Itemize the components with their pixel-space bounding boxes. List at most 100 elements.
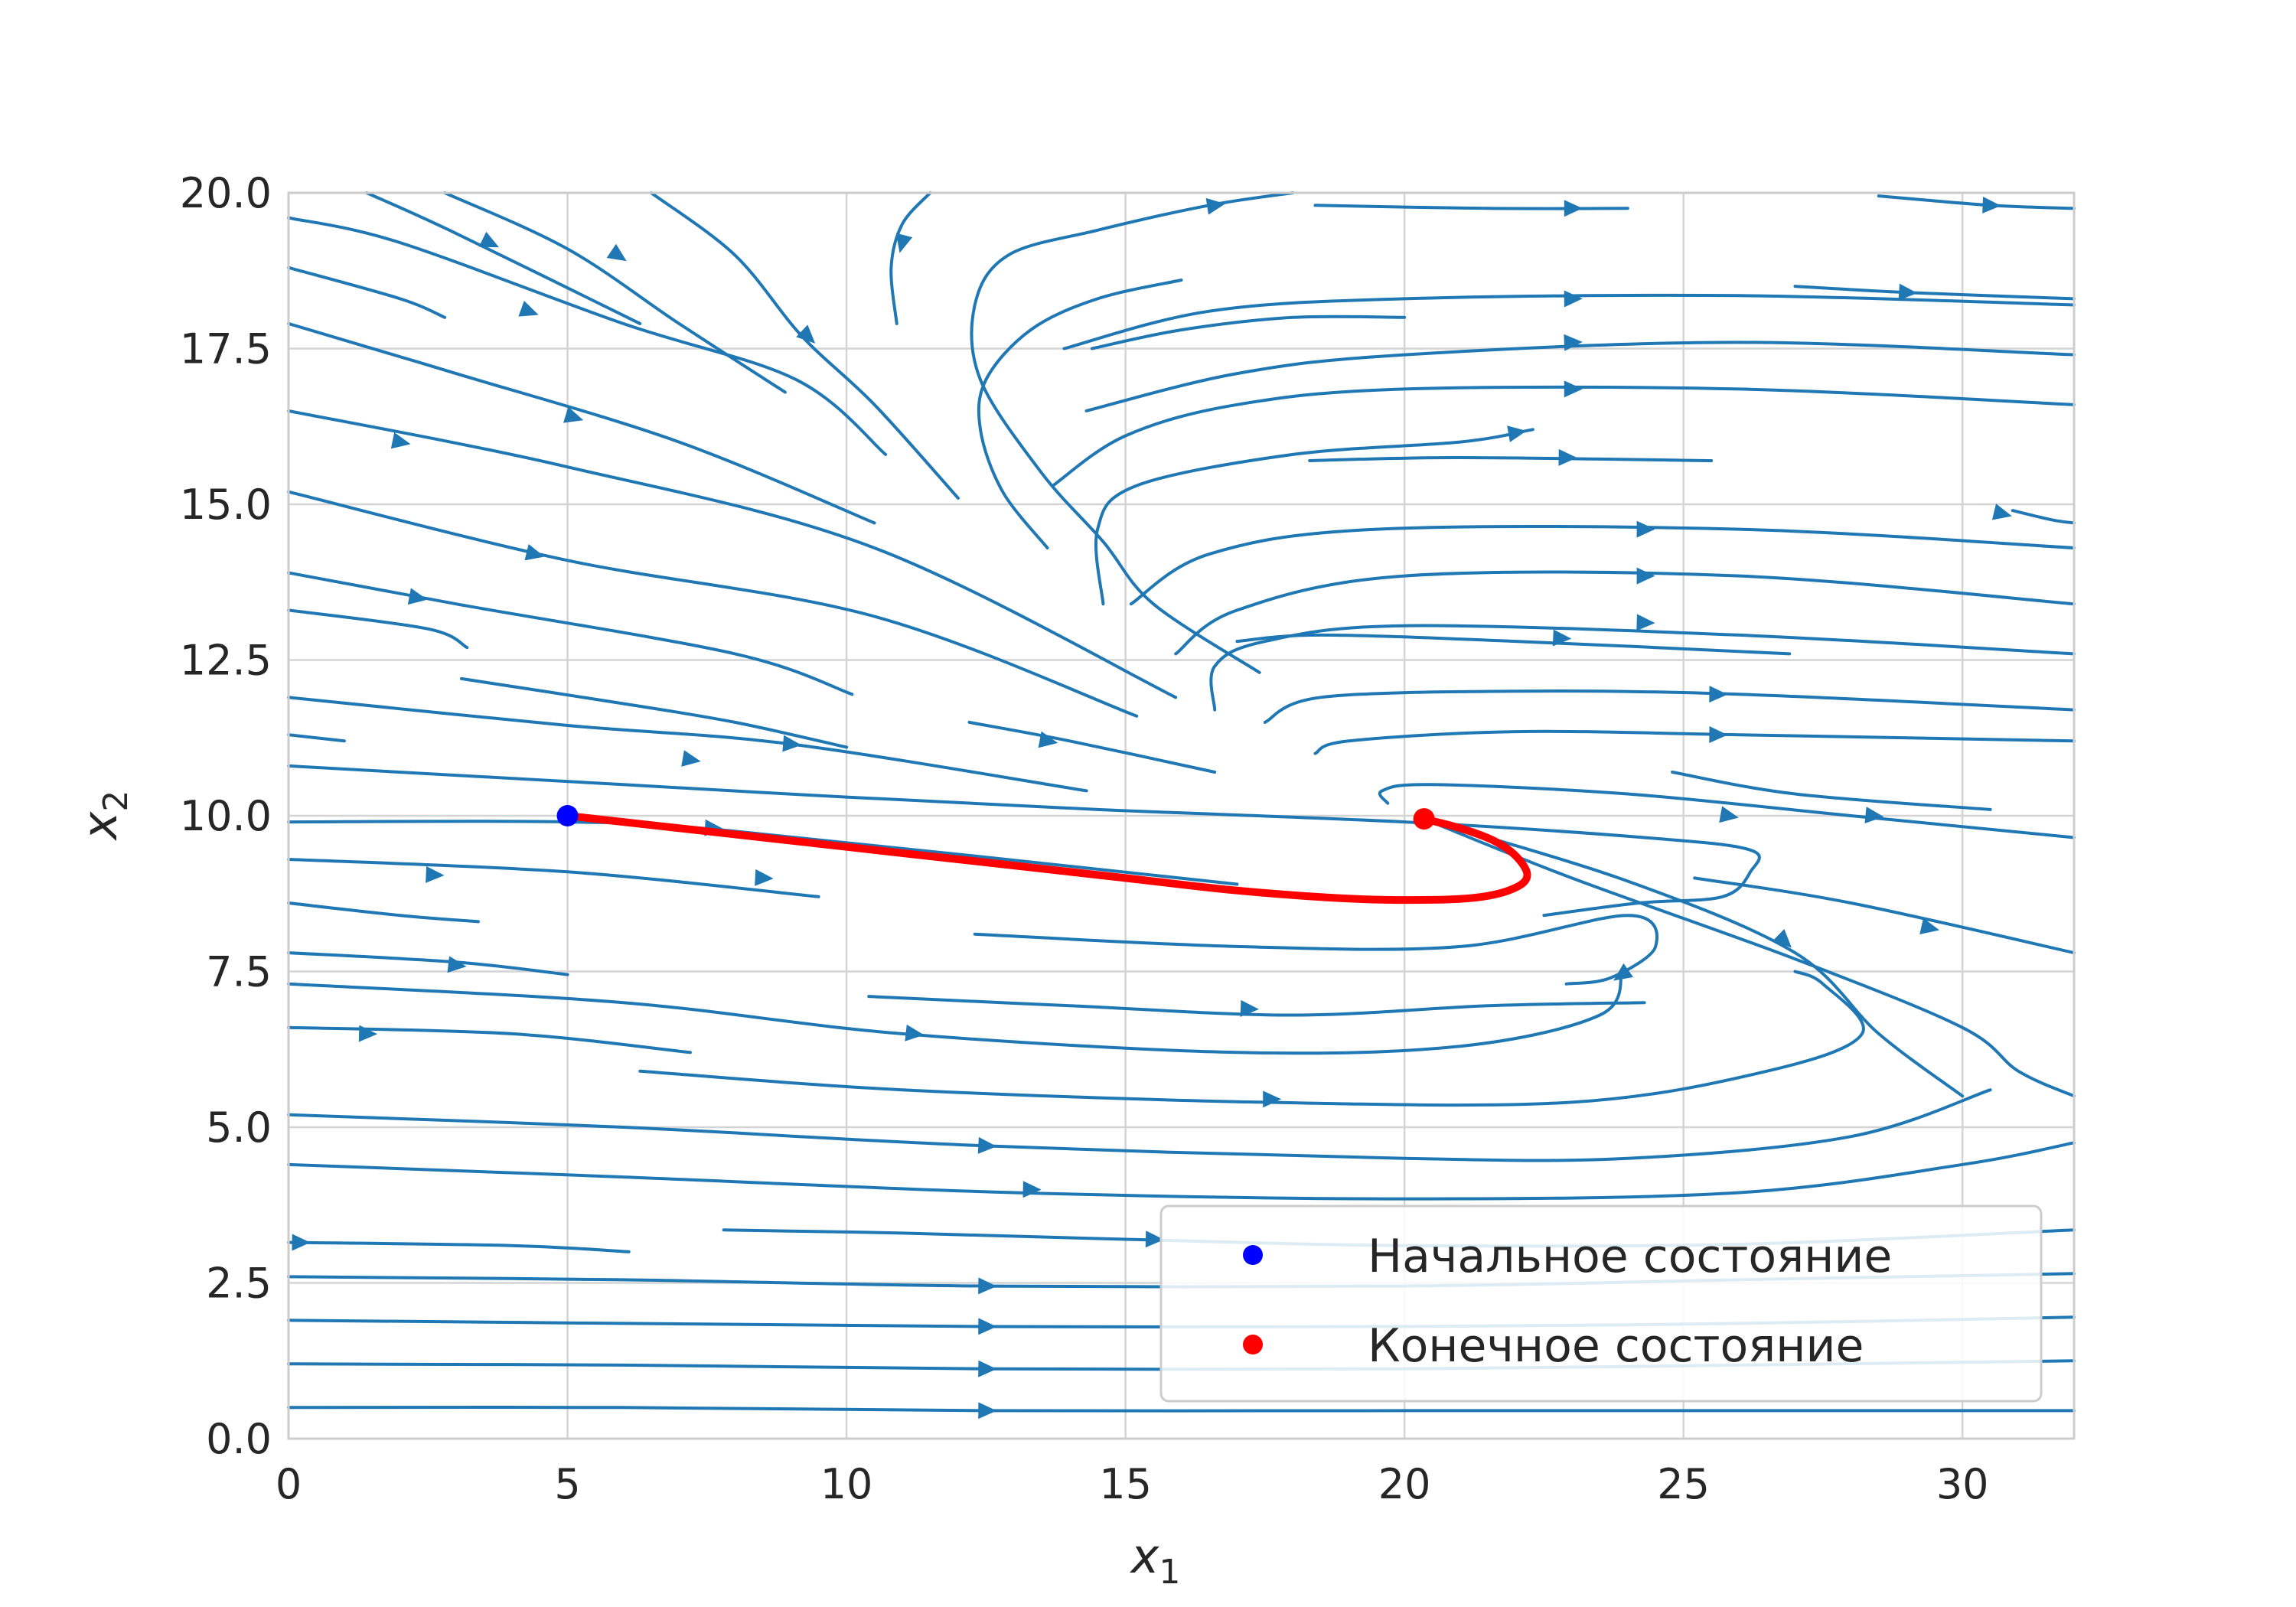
streamline-arrow xyxy=(1636,520,1655,538)
end-state-marker xyxy=(1413,808,1435,830)
streamline xyxy=(1094,428,1534,606)
streamline-arrow xyxy=(681,750,701,767)
streamline xyxy=(287,901,480,924)
streamline-arrow xyxy=(978,1360,997,1377)
streamline-arrow xyxy=(1564,200,1583,217)
streamline-arrow xyxy=(1564,380,1583,398)
streamline xyxy=(970,191,1295,674)
legend-label-end: Конечное состояние xyxy=(1368,1319,1864,1373)
streamline-arrow xyxy=(1864,807,1884,823)
streamline xyxy=(638,970,1865,1107)
x-axis-label: x1 xyxy=(1130,1528,1181,1592)
streamline xyxy=(1174,570,2076,656)
streamline-arrow xyxy=(358,1025,378,1042)
streamline-arrow xyxy=(1038,731,1058,748)
y-tick-label: 10.0 xyxy=(180,792,272,840)
streamline xyxy=(1671,771,1992,811)
streamline-arrow xyxy=(978,1402,997,1420)
trajectory-line xyxy=(563,812,1531,905)
legend-box xyxy=(1159,1204,2043,1403)
streamline-arrow xyxy=(1636,614,1655,631)
streamline-arrow xyxy=(1719,806,1739,823)
streamline-arrow xyxy=(1709,726,1728,744)
streamline xyxy=(287,1025,692,1054)
y-tick-label: 7.5 xyxy=(206,948,272,996)
streamline-arrow xyxy=(1982,196,2001,214)
streamline xyxy=(1051,385,2076,487)
streamline xyxy=(889,191,932,325)
streamline-arrow xyxy=(390,432,411,449)
streamline xyxy=(287,1405,2076,1413)
streamline-arrow xyxy=(563,406,584,423)
streamline-arrow xyxy=(978,1318,997,1335)
streamline-arrow xyxy=(518,300,539,317)
streamline-arrow xyxy=(1145,1231,1164,1248)
streamline-arrow xyxy=(977,1136,997,1154)
streamline-arrow xyxy=(447,956,467,973)
streamline xyxy=(287,764,1761,918)
streamline-arrow xyxy=(1636,567,1655,585)
streamline xyxy=(287,266,447,319)
streamline-arrow xyxy=(1507,425,1527,442)
streamline xyxy=(287,571,854,696)
legend: Начальное состояние Конечное состояние xyxy=(1159,1204,2043,1403)
x-tick-label: 20 xyxy=(1378,1460,1431,1508)
streamline xyxy=(1209,624,2076,712)
streamline-arrow xyxy=(1613,963,1633,981)
streamline-arrow xyxy=(905,1024,925,1041)
streamline-arrow xyxy=(292,1234,311,1251)
streamline xyxy=(1308,455,1714,462)
streamline-arrow xyxy=(1709,686,1728,703)
streamline xyxy=(867,995,1646,1017)
streamline xyxy=(973,914,1658,986)
streamline-arrow xyxy=(1240,999,1259,1017)
tick-labels: 0 5 10 15 20 25 30 0.0 2.5 5.0 7.5 10.0 12.5 15.0 17.5… xyxy=(180,169,1989,1508)
streamline xyxy=(967,720,1217,774)
y-tick-label: 0.0 xyxy=(206,1415,272,1463)
streamline-arrow xyxy=(1564,334,1583,351)
trajectory xyxy=(556,805,1531,905)
legend-marker-end xyxy=(1243,1335,1263,1354)
streamline xyxy=(287,490,1139,718)
streamline-arrow xyxy=(1564,290,1583,308)
y-tick-label: 2.5 xyxy=(206,1260,272,1308)
x-tick-label: 10 xyxy=(820,1460,873,1508)
streamline-arrow xyxy=(1263,1090,1282,1108)
x-tick-label: 30 xyxy=(1936,1460,1989,1508)
streamline xyxy=(1084,341,2076,412)
streamline xyxy=(1693,876,2076,955)
plot-frame xyxy=(287,191,2076,1440)
y-tick-label: 15.0 xyxy=(180,481,272,529)
start-state-marker xyxy=(556,805,579,826)
streamline xyxy=(287,858,820,898)
x-tick-label: 15 xyxy=(1099,1460,1152,1508)
streamline-arrow xyxy=(606,243,627,262)
streamline xyxy=(460,676,849,749)
streamline xyxy=(1313,729,2076,755)
streamline-arrow xyxy=(796,324,816,344)
streamline xyxy=(287,1240,631,1253)
streamline-arrow xyxy=(1022,1181,1042,1198)
y-tick-label: 20.0 xyxy=(180,169,272,217)
streamline xyxy=(1090,315,1407,350)
y-tick-label: 17.5 xyxy=(180,325,272,373)
streamline-arrow xyxy=(1773,928,1792,948)
streamline-arrow xyxy=(524,544,545,561)
y-tick-label: 5.0 xyxy=(206,1103,272,1152)
streamline xyxy=(1422,817,1965,1098)
x-tick-label: 0 xyxy=(276,1460,302,1508)
y-axis-label: x2 xyxy=(72,790,135,842)
streamline-arrow xyxy=(426,865,445,883)
streamline xyxy=(287,608,469,650)
streamline xyxy=(287,1088,1992,1162)
streamline xyxy=(287,216,888,456)
streamline xyxy=(287,696,1088,793)
streamline-arrow xyxy=(755,869,774,886)
streamline-arrow xyxy=(1898,283,1918,301)
y-tick-label: 12.5 xyxy=(180,637,272,685)
streamline xyxy=(365,191,642,325)
streamline xyxy=(1263,689,2076,724)
streamline xyxy=(1235,633,1792,656)
streamline xyxy=(287,1141,2076,1201)
streamline xyxy=(287,970,1624,1055)
